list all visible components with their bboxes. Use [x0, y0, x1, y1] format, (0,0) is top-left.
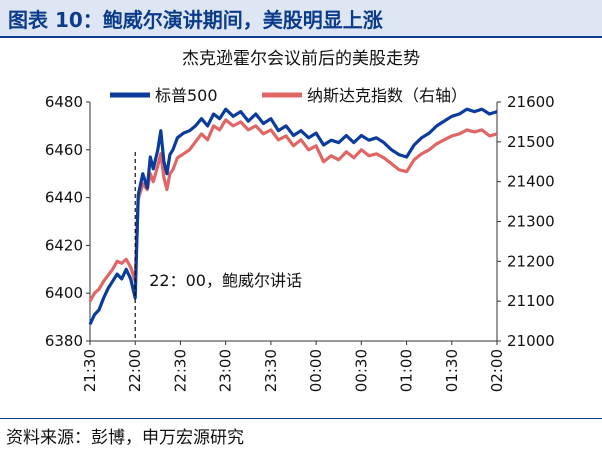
right-axis-tick-label: 21000	[507, 332, 555, 350]
legend-label-nasdaq: 纳斯达克指数（右轴）	[307, 86, 467, 105]
right-axis-tick-label: 21500	[507, 133, 555, 151]
x-axis-tick-label: 23:00	[217, 349, 235, 392]
left-axis-tick-label: 6420	[45, 236, 83, 254]
speech-annotation: 22：00，鲍威尔讲话	[149, 271, 302, 290]
x-axis-tick-label: 00:30	[352, 349, 370, 392]
left-axis-tick-label: 6400	[45, 284, 83, 302]
title-rule	[0, 36, 602, 38]
x-axis-tick-label: 21:30	[81, 349, 99, 392]
right-axis-tick-label: 21200	[507, 252, 555, 270]
legend-label-sp500: 标普500	[155, 86, 218, 105]
chart-title: 杰克逊霍尔会议前后的美股走势	[182, 49, 420, 69]
source-note: 资料来源：彭博，申万宏源研究	[6, 428, 244, 448]
legend: 标普500 纳斯达克指数（右轴）	[110, 86, 467, 105]
x-axis-tick-label: 01:30	[443, 349, 461, 392]
title-band	[0, 0, 602, 36]
x-axis-tick-label: 01:00	[398, 349, 416, 392]
left-axis-tick-label: 6460	[45, 141, 83, 159]
x-axis-tick-label: 00:00	[307, 349, 325, 392]
right-axis-tick-label: 21400	[507, 173, 555, 191]
left-axis-tick-label: 6440	[45, 189, 83, 207]
x-axis-tick-label: 22:00	[126, 349, 144, 392]
axes: 6380 6400 6420 6440 6460 6480 21000 21100 21200 2…	[45, 93, 555, 392]
left-axis-tick-label: 6480	[45, 93, 83, 111]
x-axis-tick-label: 02:00	[488, 349, 506, 392]
series-line-sp500	[88, 107, 498, 325]
footer-rule	[0, 418, 602, 419]
x-axis-tick-label: 22:30	[171, 349, 189, 392]
left-axis-tick-label: 6380	[45, 332, 83, 350]
right-axis-tick-label: 21100	[507, 292, 555, 310]
figure-title: 图表 10：鲍威尔演讲期间，美股明显上涨	[8, 8, 383, 32]
x-axis-tick-label: 23:30	[262, 349, 280, 392]
right-axis-tick-label: 21300	[507, 213, 555, 231]
right-axis-tick-label: 21600	[507, 93, 555, 111]
series-layer	[88, 107, 498, 325]
